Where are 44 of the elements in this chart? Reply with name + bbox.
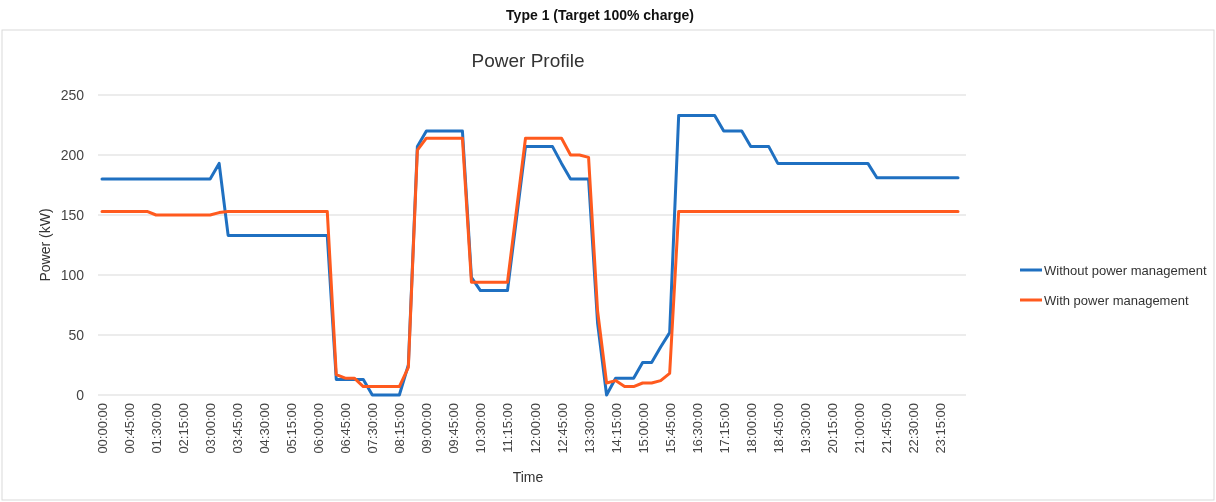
x-tick-label: 00:45:00 [122,403,138,454]
x-tick-label: 05:15:00 [284,403,300,454]
y-tick-label: 250 [60,87,85,103]
x-tick-label: 21:00:00 [851,403,867,454]
x-tick-label: 00:00:00 [95,403,110,454]
x-tick-label: 03:45:00 [230,403,246,454]
x-tick-label: 12:00:00 [527,403,543,454]
x-tick-label: 17:15:00 [716,403,732,454]
x-tick-label: 01:30:00 [149,403,165,454]
x-tick-label: 09:00:00 [419,403,435,454]
x-tick-label: 13:30:00 [581,403,597,454]
x-tick-label: 12:45:00 [554,403,570,454]
x-tick-label: 21:45:00 [878,403,894,454]
x-tick-label: 02:15:00 [176,403,192,454]
y-tick-label: 200 [60,147,85,163]
x-tick-label: 04:30:00 [257,403,273,454]
x-tick-label: 16:30:00 [689,403,705,454]
x-tick-label: 11:15:00 [500,403,516,453]
x-axis-title: Time [512,469,544,485]
x-tick-label: 14:15:00 [608,403,624,454]
x-tick-label: 08:15:00 [392,403,408,454]
x-tick-label: 10:30:00 [473,403,489,454]
x-tick-label: 03:00:00 [203,403,219,454]
chart-subtitle: Power Profile [471,50,585,71]
x-tick-label: 06:45:00 [338,403,354,454]
legend-label: Without power management [1044,263,1207,278]
x-tick-label: 07:30:00 [365,403,381,454]
y-axis-title: Power (kW) [37,208,53,282]
x-tick-label: 18:00:00 [743,403,759,454]
y-tick-label: 150 [60,207,85,223]
y-tick-label: 50 [68,327,85,343]
x-tick-label: 06:00:00 [311,403,327,454]
x-tick-label: 15:00:00 [635,403,651,454]
x-tick-label: 19:30:00 [797,403,813,454]
y-tick-label: 0 [76,387,85,403]
chart-title: Type 1 (Target 100% charge) [506,7,694,23]
x-tick-label: 22:30:00 [905,403,921,454]
x-tick-label: 23:15:00 [932,403,948,454]
x-tick-label: 18:45:00 [770,403,786,454]
x-tick-label: 09:45:00 [446,403,462,454]
y-tick-label: 100 [60,267,85,283]
x-tick-label: 20:15:00 [824,403,840,454]
legend-label: With power management [1044,293,1189,308]
x-tick-label: 15:45:00 [662,403,678,454]
